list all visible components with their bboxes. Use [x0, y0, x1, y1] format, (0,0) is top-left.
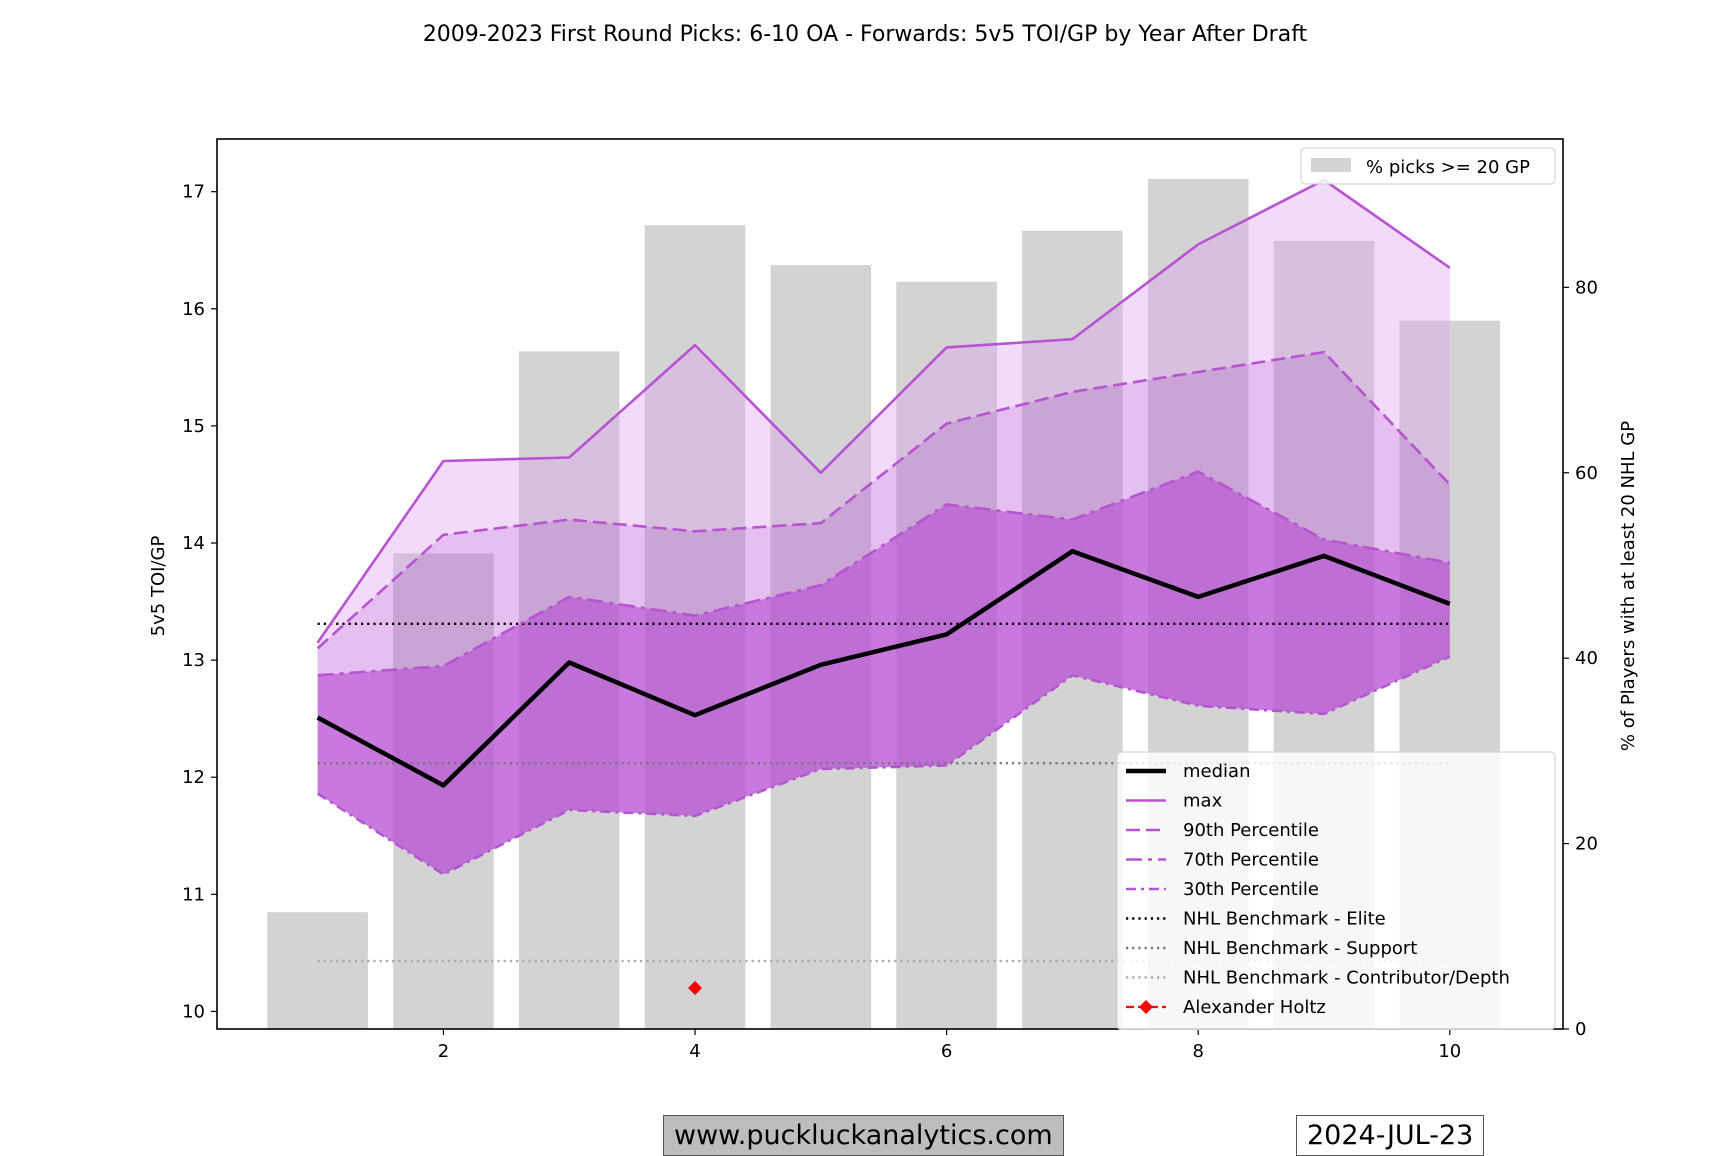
pct-bar-1 [267, 912, 368, 1029]
series-max [316, 178, 1451, 644]
y2-tick-label: 40 [1575, 648, 1598, 669]
legend-label-max: max [1183, 791, 1223, 812]
series-30th-percentile [316, 655, 1451, 876]
player-marker [688, 981, 703, 996]
y2-axis-label: % of Players with at least 20 NHL GP [1618, 421, 1639, 751]
chart-title: 2009-2023 First Round Picks: 6-10 OA - F… [423, 22, 1308, 47]
y2-tick-label: 80 [1575, 277, 1598, 298]
line-legend: median max 90th Percentile 70th Percentile 3… [1116, 751, 1556, 1030]
y-tick-label: 15 [182, 416, 205, 437]
bar-legend: % picks >= 20 GP [1300, 147, 1556, 185]
y-tick-label: 14 [182, 533, 205, 554]
y-axis-label: 5v5 TOI/GP [148, 536, 169, 637]
series-90th-percentile [316, 350, 1451, 650]
x-tick-label: 4 [689, 1041, 700, 1062]
y-tick-label: 16 [182, 299, 205, 320]
series-70th-percentile [317, 470, 1451, 677]
legend-label-nhl-benchmark-support: NHL Benchmark - Support [1183, 938, 1417, 959]
legend-label-nhl-benchmark-contributor-depth: NHL Benchmark - Contributor/Depth [1183, 968, 1510, 989]
website-watermark: www.puckluckanalytics.com [663, 1115, 1064, 1156]
y-tick-label: 11 [182, 884, 205, 905]
y2-tick-label: 60 [1575, 463, 1598, 484]
legend-label-30th-percentile: 30th Percentile [1183, 879, 1319, 900]
band-90-70 [317, 352, 1450, 676]
legend-label-alexander-holtz: Alexander Holtz [1183, 997, 1326, 1018]
axes: 2 4 6 8 10 10 11 12 13 14 15 16 17 0 20 40 60 80 [182, 138, 1598, 1062]
bar-legend-box [1300, 147, 1556, 185]
y-tick-label: 12 [182, 767, 205, 788]
bar-legend-label: % picks >= 20 GP [1366, 157, 1530, 178]
legend-label-nhl-benchmark-elite: NHL Benchmark - Elite [1183, 909, 1386, 930]
line-layer [316, 178, 1451, 996]
y-tick-label: 13 [182, 650, 205, 671]
x-tick-label: 10 [1438, 1041, 1461, 1062]
x-tick-label: 2 [438, 1041, 449, 1062]
series-median [316, 548, 1451, 788]
x-tick-label: 6 [941, 1041, 952, 1062]
band-70-30 [317, 471, 1450, 875]
band-layer [317, 180, 1450, 875]
x-tick-label: 8 [1192, 1041, 1203, 1062]
date-stamp: 2024-JUL-23 [1296, 1115, 1485, 1156]
legend-label-median: median [1183, 761, 1250, 782]
line-legend-box [1116, 751, 1556, 1030]
y-tick-label: 10 [182, 1001, 205, 1022]
legend-marker-alexander-holtz [1139, 1000, 1153, 1014]
y2-tick-label: 20 [1575, 834, 1598, 855]
band-max-90 [317, 180, 1450, 649]
bar-legend-swatch [1311, 158, 1351, 172]
y2-tick-label: 0 [1575, 1019, 1586, 1040]
legend-label-90th-percentile: 90th Percentile [1183, 820, 1319, 841]
y-tick-label: 17 [182, 182, 205, 203]
plot-frame [216, 138, 1564, 1030]
legend-label-70th-percentile: 70th Percentile [1183, 850, 1319, 871]
